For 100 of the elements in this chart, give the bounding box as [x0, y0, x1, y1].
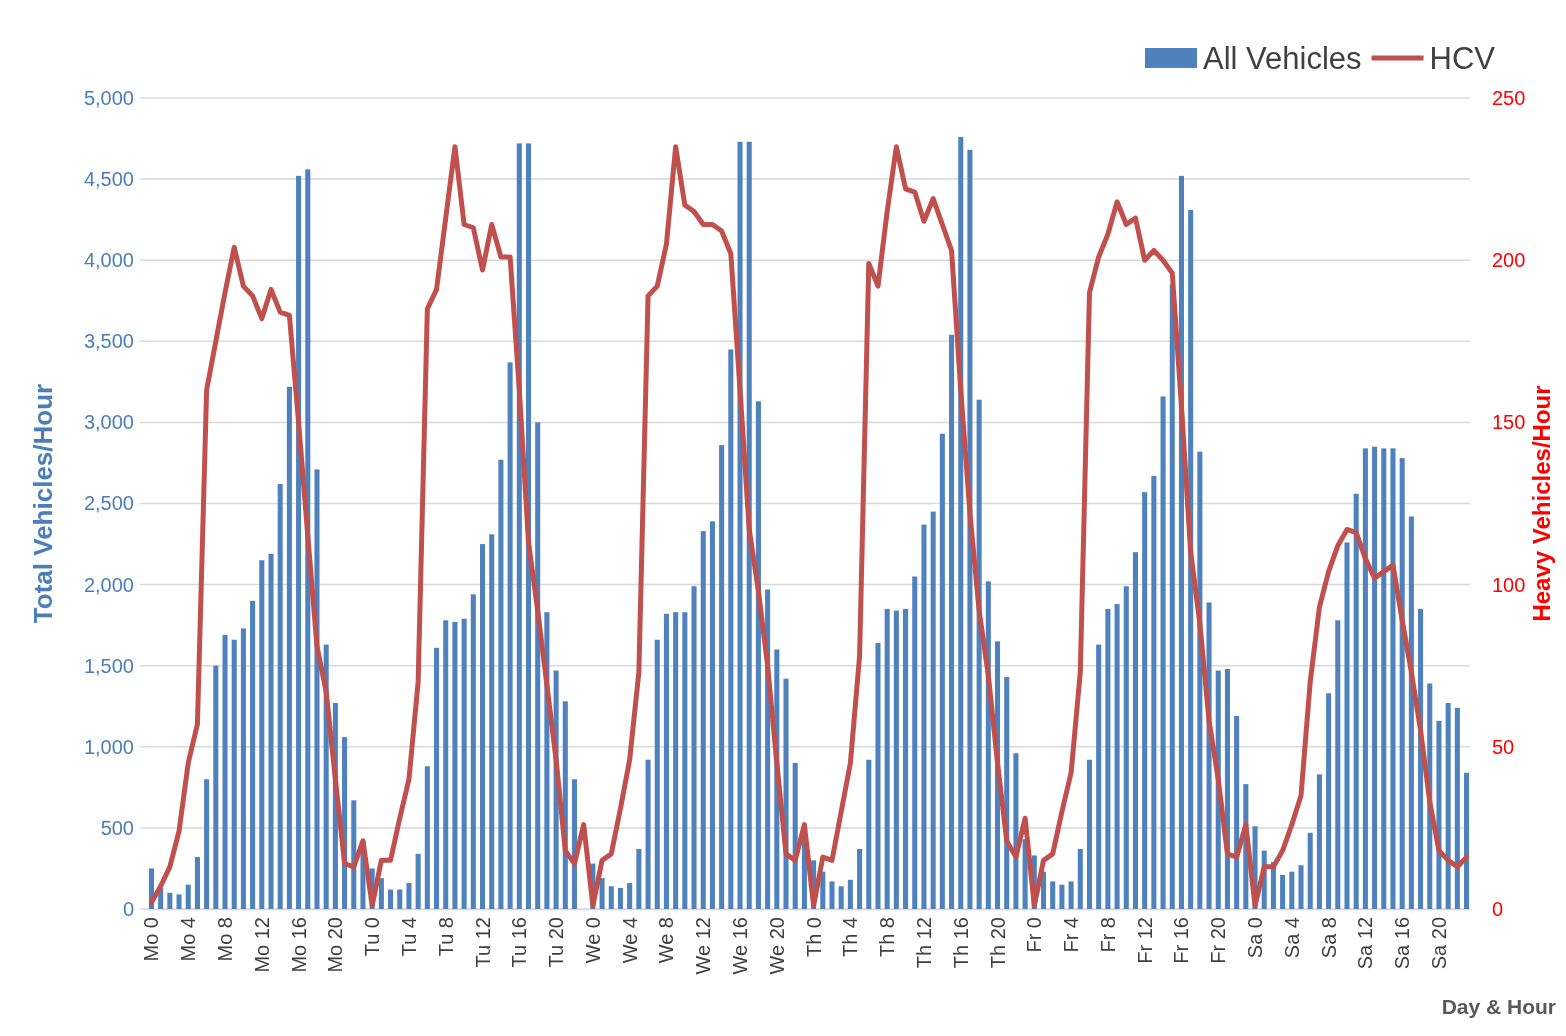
bar	[857, 848, 863, 909]
bar	[1114, 604, 1120, 909]
bar	[709, 521, 715, 909]
x-tick-label: Fr 12	[1133, 917, 1156, 964]
y-tick-label: 3,500	[83, 330, 134, 353]
bar	[1445, 703, 1451, 909]
x-tick-label: Th 16	[949, 917, 972, 969]
bar	[378, 878, 384, 909]
bar	[240, 628, 246, 909]
bar	[397, 889, 403, 909]
x-tick-label: Th 8	[876, 917, 899, 958]
legend-label: All Vehicles	[1203, 40, 1362, 76]
bar	[277, 484, 283, 909]
bar	[645, 759, 651, 909]
x-tick-label: Th 4	[839, 917, 862, 958]
y-tick-label: 2,500	[83, 492, 134, 515]
bar	[204, 779, 210, 909]
bar	[1169, 284, 1175, 909]
bar	[1086, 759, 1093, 909]
bar	[866, 759, 872, 909]
x-tick-label: Th 12	[912, 917, 935, 969]
bar	[847, 879, 853, 909]
x-tick-label: Tu 4	[397, 917, 420, 957]
bar	[599, 878, 605, 909]
bar	[1399, 458, 1405, 909]
bar	[728, 349, 734, 909]
y-tick-label: 500	[100, 816, 134, 839]
bar	[1298, 865, 1304, 909]
bar	[1059, 884, 1065, 909]
bar	[305, 169, 311, 909]
bar	[1335, 620, 1341, 909]
x-tick-label: Sa 20	[1427, 917, 1450, 970]
x-tick-label: Fr 20	[1207, 917, 1230, 964]
bar	[1307, 832, 1313, 909]
y-tick-label: 0	[122, 897, 134, 920]
bar	[755, 401, 761, 909]
legend-label: HCV	[1429, 40, 1496, 76]
bar	[443, 620, 449, 909]
x-tick-label: Tu 12	[471, 917, 494, 968]
x-tick-label: We 16	[729, 917, 752, 975]
x-axis-title: Day & Hour	[1441, 995, 1556, 1018]
bar	[838, 886, 844, 909]
bar	[434, 647, 440, 909]
bar	[231, 639, 237, 909]
bar	[893, 610, 899, 909]
x-tick-label: Sa 4	[1280, 917, 1303, 959]
bar	[1362, 448, 1368, 909]
bar	[921, 524, 927, 909]
bar	[903, 608, 909, 909]
bar	[1050, 881, 1056, 909]
y-tick-label: 1,000	[83, 735, 134, 758]
bar	[1234, 715, 1240, 909]
x-tick-label: Th 0	[802, 917, 825, 958]
x-tick-label: Sa 0	[1244, 917, 1267, 959]
x-tick-label: Mo 0	[140, 917, 163, 962]
bar	[976, 399, 982, 909]
x-tick-label: Fr 0	[1023, 917, 1046, 953]
x-tick-label: Mo 20	[324, 917, 347, 973]
bar	[663, 613, 669, 909]
bar	[498, 459, 504, 909]
y-axis-title: Total Vehicles/Hour	[28, 383, 58, 624]
bar	[746, 141, 752, 909]
y2-tick-label: 150	[1492, 411, 1526, 434]
bar	[719, 445, 725, 909]
x-tick-label: Fr 16	[1170, 917, 1193, 964]
bar	[1077, 848, 1083, 909]
bar	[1344, 542, 1350, 909]
y-tick-label: 1,500	[83, 654, 134, 677]
bar	[654, 639, 660, 909]
bar	[222, 634, 228, 909]
bar	[479, 544, 486, 909]
bar	[673, 612, 679, 909]
x-tick-label: We 0	[581, 917, 604, 964]
x-tick-label: Tu 16	[508, 917, 531, 968]
x-tick-label: Mo 16	[287, 917, 310, 973]
x-tick-label: Mo 8	[214, 917, 237, 962]
bar	[213, 665, 219, 909]
y2-axis-title: Heavy Vehicles/Hour	[1528, 385, 1555, 622]
x-tick-label: We 8	[655, 917, 678, 964]
y-tick-label: 4,000	[83, 249, 134, 272]
bar	[627, 883, 633, 909]
x-tick-label: We 4	[618, 917, 641, 964]
y-tick-label: 2,000	[83, 573, 134, 596]
bar	[682, 612, 688, 909]
bar	[967, 149, 973, 909]
bar	[470, 594, 476, 909]
bar	[608, 886, 614, 909]
bar	[912, 576, 918, 909]
bar	[185, 884, 191, 909]
x-tick-label: Th 20	[986, 917, 1009, 969]
bar	[617, 887, 623, 909]
bar	[1123, 586, 1129, 909]
bar	[1381, 448, 1387, 909]
bar	[286, 386, 292, 909]
bar	[875, 642, 881, 909]
bar	[1316, 774, 1322, 909]
bar	[194, 857, 200, 909]
x-tick-label: Tu 8	[434, 917, 457, 957]
bar	[1353, 493, 1359, 909]
bar	[930, 511, 936, 909]
